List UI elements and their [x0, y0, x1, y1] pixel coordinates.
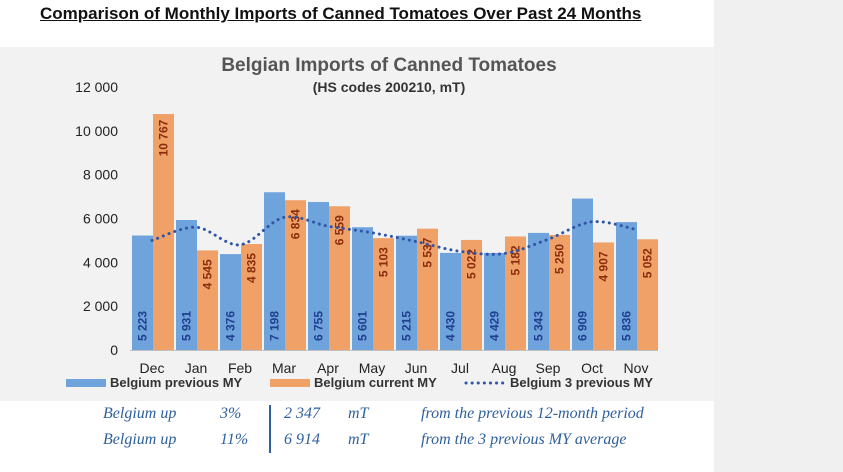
chart-subtitle: (HS codes 200210, mT) [313, 79, 466, 95]
summary-divider [269, 405, 271, 453]
legend-swatch [270, 379, 310, 387]
legend-label: Belgium 3 previous MY [510, 375, 653, 390]
legend-label: Belgium previous MY [110, 375, 243, 390]
x-tick-label: Nov [624, 360, 649, 376]
summary-percent: 3% [220, 405, 242, 422]
summary-unit: mT [348, 431, 369, 448]
x-tick-label: Oct [581, 360, 603, 376]
bar [132, 235, 153, 350]
bars-group: 5 223 5 931 4 376 7 198 6 755 5 601 5 215 4 430… [132, 114, 658, 350]
x-tick-label: Dec [140, 360, 165, 376]
data-label: 5 052 [641, 248, 655, 278]
x-tick-label: Apr [317, 360, 339, 376]
data-label: 5 223 [136, 311, 150, 341]
bar [484, 252, 505, 350]
y-tick-label: 8 000 [83, 167, 118, 183]
data-label: 5 022 [465, 249, 479, 279]
x-tick-label: Jan [185, 360, 208, 376]
data-label: 5 250 [553, 244, 567, 274]
chart-svg: Belgian Imports of Canned Tomatoes (HS c… [66, 55, 658, 390]
legend: Belgium previous MY Belgium current MY Bel… [66, 375, 653, 390]
line-layer [150, 215, 638, 256]
summary-country: Belgium up [103, 431, 177, 448]
legend-swatch [66, 379, 106, 387]
x-tick-label: May [359, 360, 385, 376]
data-label: 6 909 [576, 311, 590, 341]
data-label: 5 537 [421, 237, 435, 267]
bar [373, 238, 394, 350]
data-label: 6 834 [289, 209, 303, 239]
y-tick-label: 12 000 [75, 79, 118, 95]
bar [616, 222, 637, 350]
y-tick-label: 0 [110, 342, 118, 358]
bar [505, 236, 526, 350]
data-label: 4 907 [597, 251, 611, 281]
legend-label: Belgium current MY [314, 375, 437, 390]
x-tick-label: Feb [228, 360, 252, 376]
bar [593, 242, 614, 350]
bar [528, 232, 549, 350]
y-tick-label: 2 000 [83, 298, 118, 314]
chart-panel: Belgian Imports of Canned Tomatoes (HS c… [0, 47, 714, 401]
summary-panel: Belgium up 3% 2 347 mT from the previous… [0, 401, 714, 472]
x-tick-label: Jul [451, 360, 469, 376]
bar [264, 192, 285, 350]
data-label: 4 429 [488, 311, 502, 341]
bar [176, 220, 197, 350]
summary-note: from the previous 12-month period [421, 405, 644, 422]
x-tick-label: Jun [405, 360, 428, 376]
summary-amount: 6 914 [284, 431, 320, 448]
summary-percent: 11% [220, 431, 249, 448]
bar [241, 244, 262, 350]
bar [220, 254, 241, 350]
data-label: 6 559 [333, 215, 347, 245]
bar [461, 239, 482, 350]
x-tick-label: Aug [492, 360, 517, 376]
bar [352, 227, 373, 350]
data-label: 5 343 [532, 311, 546, 341]
right-margin-strip [714, 0, 843, 472]
bar [308, 201, 329, 350]
y-tick-label: 10 000 [75, 123, 118, 139]
data-label: 4 545 [201, 259, 215, 289]
data-label: 5 182 [509, 245, 523, 275]
data-label: 4 376 [224, 311, 238, 341]
summary-amount: 2 347 [284, 405, 320, 422]
series-line [150, 215, 638, 256]
summary-country: Belgium up [103, 405, 177, 422]
summary-note: from the 3 previous MY average [421, 431, 627, 448]
bar [549, 234, 570, 350]
x-tick-label: Sep [536, 360, 561, 376]
data-label: 5 601 [356, 311, 370, 341]
data-label: 4 835 [245, 253, 259, 283]
data-label: 6 755 [312, 311, 326, 341]
bar [637, 239, 658, 350]
y-tick-label: 6 000 [83, 211, 118, 227]
data-label: 7 198 [268, 311, 282, 341]
y-axis: 0 2 000 4 000 6 000 8 000 10 000 12 000 [75, 79, 118, 358]
data-label: 5 931 [180, 311, 194, 341]
bar [572, 198, 593, 350]
bar [417, 228, 438, 350]
data-label: 5 215 [400, 311, 414, 341]
summary-unit: mT [348, 405, 369, 422]
data-label: 5 103 [377, 247, 391, 277]
x-tick-label: Mar [272, 360, 296, 376]
x-axis: Dec Jan Feb Mar Apr May Jun Jul Aug Sep Oct Nov [130, 350, 658, 376]
bar [197, 250, 218, 350]
data-label: 4 430 [444, 311, 458, 341]
bar [440, 252, 461, 350]
bar [153, 114, 174, 350]
data-label: 10 767 [157, 119, 171, 156]
page-heading: Comparison of Monthly Imports of Canned … [40, 4, 642, 23]
data-label: 5 836 [620, 311, 634, 341]
bar [329, 206, 350, 350]
chart-title: Belgian Imports of Canned Tomatoes [221, 55, 556, 76]
bar [396, 235, 417, 350]
bar [285, 200, 306, 350]
y-tick-label: 4 000 [83, 254, 118, 270]
